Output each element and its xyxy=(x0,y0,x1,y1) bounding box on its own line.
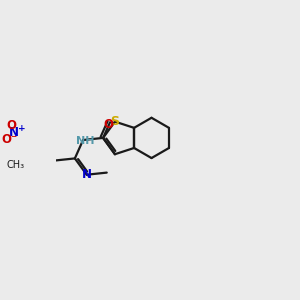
Text: +: + xyxy=(17,124,25,133)
Text: N: N xyxy=(9,126,19,139)
Text: NH: NH xyxy=(76,136,95,146)
Text: O: O xyxy=(7,119,16,132)
Text: CH₃: CH₃ xyxy=(7,160,25,170)
Text: O⁻: O⁻ xyxy=(1,133,17,146)
Text: O: O xyxy=(103,118,113,131)
Text: S: S xyxy=(110,115,119,128)
Text: N: N xyxy=(82,168,92,181)
